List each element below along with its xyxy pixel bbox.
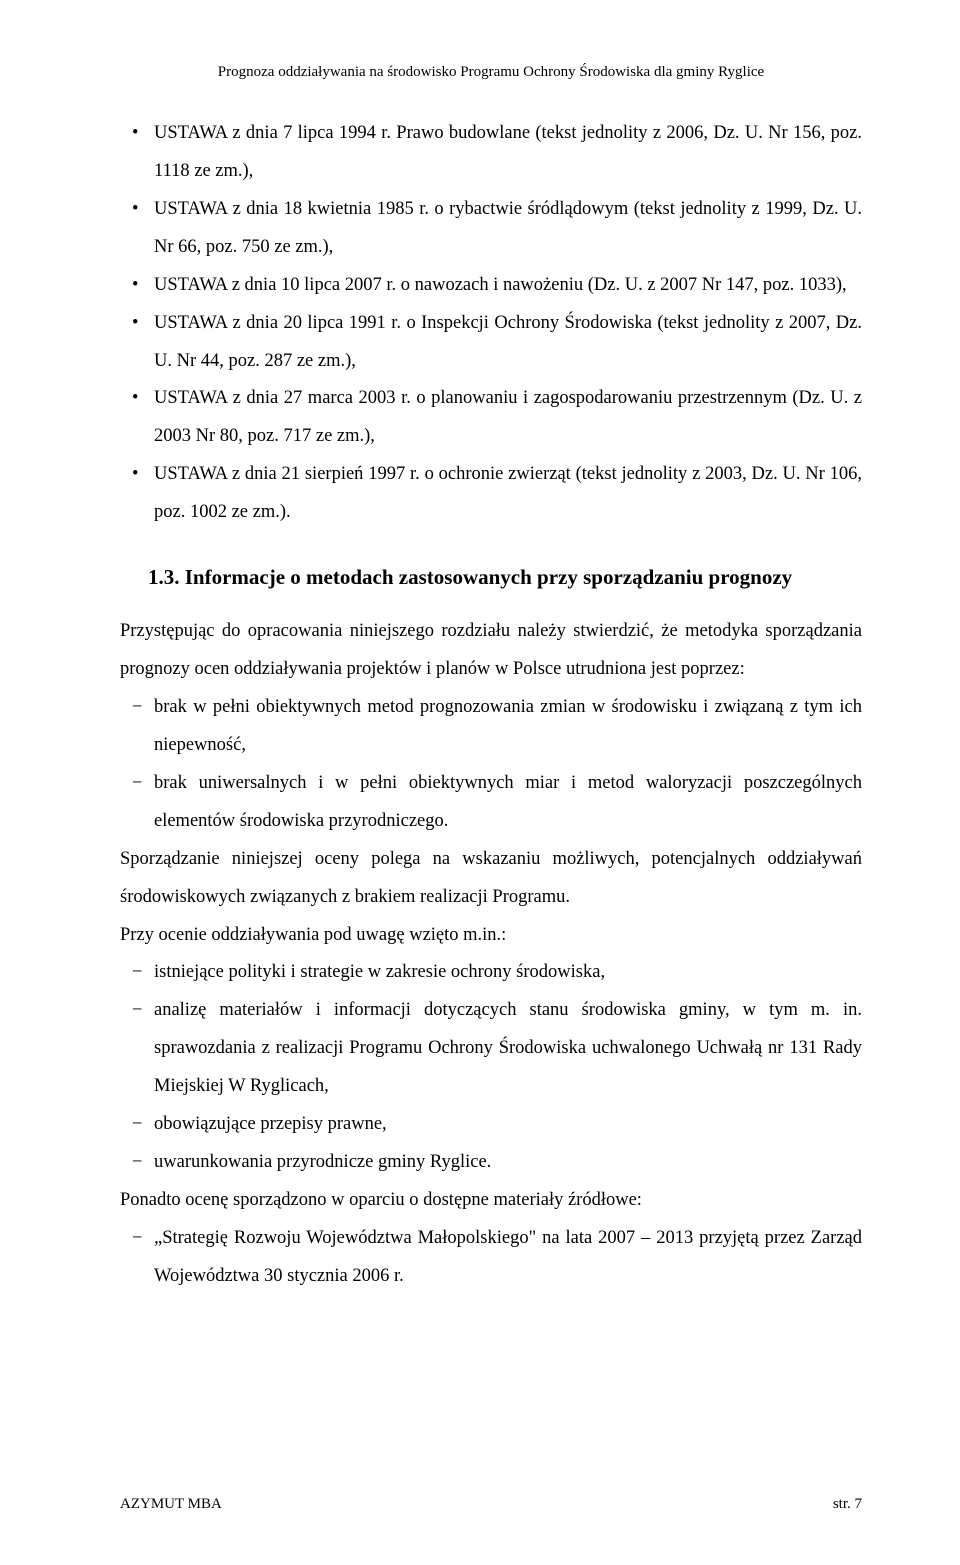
list-item: USTAWA z dnia 18 kwietnia 1985 r. o ryba… — [154, 191, 862, 267]
dash-list-3: „Strategię Rozwoju Województwa Małopolsk… — [120, 1220, 862, 1296]
list-item: USTAWA z dnia 10 lipca 2007 r. o nawozac… — [154, 267, 862, 305]
section-title: Informacje o metodach zastosowanych przy… — [185, 565, 792, 589]
running-title: Prognoza oddziaływania na środowisko Pro… — [120, 64, 862, 81]
list-item: obowiązujące przepisy prawne, — [154, 1106, 862, 1144]
top-bullet-list: USTAWA z dnia 7 lipca 1994 r. Prawo budo… — [120, 115, 862, 532]
list-item: USTAWA z dnia 7 lipca 1994 r. Prawo budo… — [154, 115, 862, 191]
paragraph: Przystępując do opracowania niniejszego … — [120, 613, 862, 689]
list-item: analizę materiałów i informacji dotycząc… — [154, 992, 862, 1106]
list-item: uwarunkowania przyrodnicze gminy Ryglice… — [154, 1144, 862, 1182]
footer-left: AZYMUT MBA — [120, 1496, 222, 1513]
footer-right: str. 7 — [833, 1496, 862, 1513]
paragraph: Sporządzanie niniejszej oceny polega na … — [120, 841, 862, 917]
page-footer: AZYMUT MBA str. 7 — [120, 1496, 862, 1513]
list-item: brak w pełni obiektywnych metod prognozo… — [154, 689, 862, 765]
list-item: brak uniwersalnych i w pełni obiektywnyc… — [154, 765, 862, 841]
list-item: USTAWA z dnia 20 lipca 1991 r. o Inspekc… — [154, 305, 862, 381]
section-number: 1.3. — [148, 565, 180, 589]
paragraph: Przy ocenie oddziaływania pod uwagę wzię… — [120, 917, 862, 955]
dash-list-2: istniejące polityki i strategie w zakres… — [120, 954, 862, 1182]
paragraph: Ponadto ocenę sporządzono w oparciu o do… — [120, 1182, 862, 1220]
dash-list-1: brak w pełni obiektywnych metod prognozo… — [120, 689, 862, 841]
list-item: USTAWA z dnia 27 marca 2003 r. o planowa… — [154, 380, 862, 456]
list-item: istniejące polityki i strategie w zakres… — [154, 954, 862, 992]
list-item: USTAWA z dnia 21 sierpień 1997 r. o ochr… — [154, 456, 862, 532]
list-item: „Strategię Rozwoju Województwa Małopolsk… — [154, 1220, 862, 1296]
section-heading: 1.3. Informacje o metodach zastosowanych… — [120, 556, 862, 599]
